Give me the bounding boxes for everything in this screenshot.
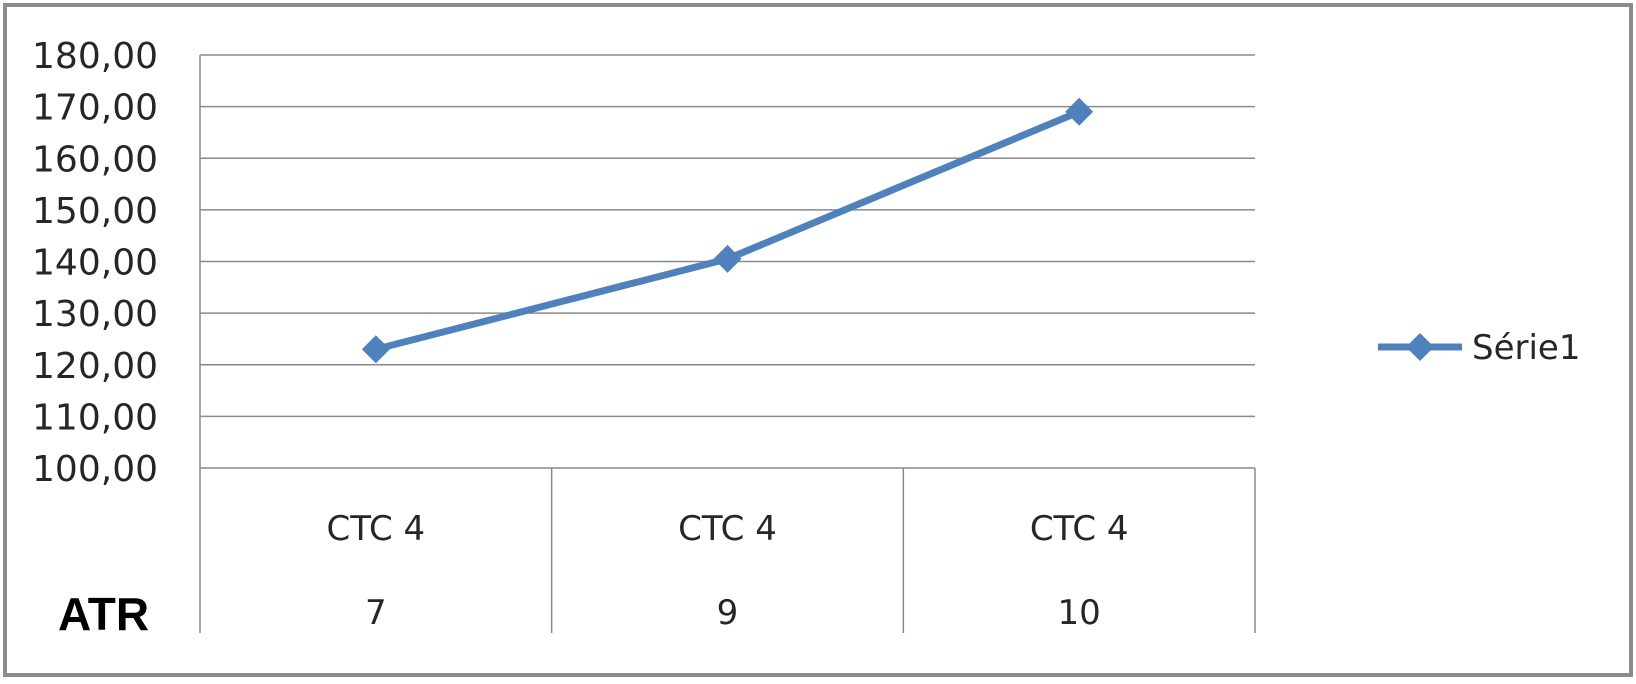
axes [199, 55, 1256, 633]
y-tick-label: 120,00 [32, 346, 158, 387]
y-axis-tick-labels: 100,00 110,00 120,00 130,00 140,00 150,00 160,… [32, 36, 158, 490]
chart-border [3, 3, 1633, 677]
y-tick-label: 160,00 [32, 139, 158, 180]
y-tick-label: 170,00 [32, 88, 158, 129]
x-category-label: CTC 4 [326, 509, 425, 549]
y-tick-label: 150,00 [32, 191, 158, 232]
legend: Série1 [1378, 328, 1580, 368]
y-tick-label: 180,00 [32, 36, 158, 77]
x-subcategory-label: 9 [717, 593, 739, 633]
x-category-label: CTC 4 [678, 509, 777, 549]
y-tick-label: 100,00 [32, 449, 158, 490]
y-tick-label: 140,00 [32, 243, 158, 284]
corner-label: ATR [58, 588, 149, 640]
data-point-marker [1065, 97, 1094, 126]
x-axis-category-labels: CTC 4 7 CTC 4 9 CTC 4 10 [326, 509, 1128, 633]
data-point-marker [713, 244, 742, 273]
series-layer [361, 97, 1094, 364]
data-point-marker [361, 335, 390, 364]
y-tick-label: 110,00 [32, 397, 158, 438]
x-category-label: CTC 4 [1030, 509, 1129, 549]
x-subcategory-label: 10 [1058, 593, 1101, 633]
legend-marker-diamond [1406, 333, 1434, 361]
y-tick-label: 130,00 [32, 294, 158, 335]
legend-label: Série1 [1472, 328, 1580, 368]
x-subcategory-label: 7 [365, 593, 387, 633]
gridlines [200, 54, 1255, 418]
